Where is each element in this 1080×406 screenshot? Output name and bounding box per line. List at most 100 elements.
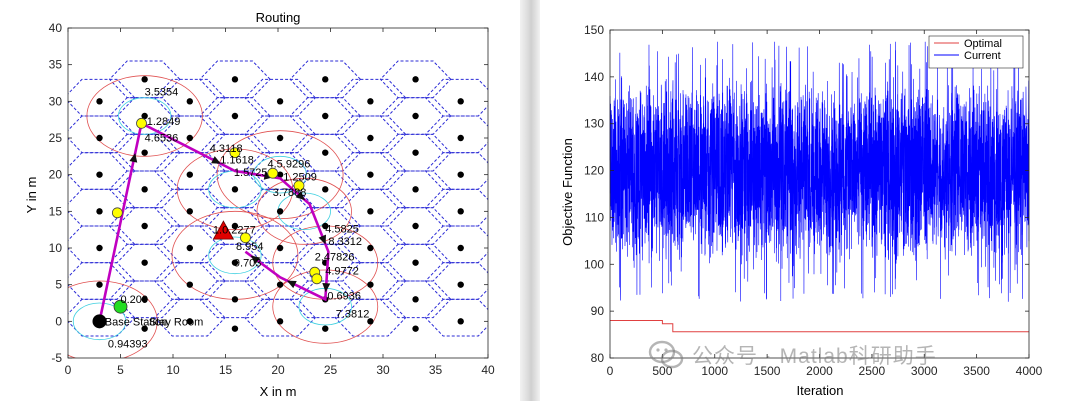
data-label: 4.6536 [145,133,179,145]
data-label: 1.0.2277 [213,224,256,236]
x-tick-label: 20 [271,363,285,377]
x-tick-label: 35 [429,363,443,377]
y-tick-label: 5 [55,278,62,292]
sensor-node [457,208,464,215]
x-tick-label: 2000 [806,364,833,378]
data-label: 4.3118 [210,143,243,155]
data-label: 4.9772 [325,265,359,277]
sensor-node [96,244,103,252]
sensor-node [231,112,239,120]
relay-node [113,299,128,314]
y-tick-label: 100 [584,257,604,271]
sensor-node [412,76,419,83]
data-label: 0.6936 [327,290,361,302]
data-label: 8.3312 [328,236,362,248]
sensor-node [186,208,193,215]
range-circle [68,280,158,358]
sensor-node [186,318,193,325]
hex-cell [334,298,407,337]
data-label: 0.94393 [108,339,148,351]
sensor-node [231,296,239,303]
hex-cell [68,225,136,264]
objective-plot-area: 0 500 1000 1500 2000 2500 3000 3500 4000 80 90 100 1… [584,23,1043,378]
x-tick-label: 1000 [701,364,728,378]
sensor-node [322,112,329,120]
sensor-node [276,244,284,252]
sensor-node [141,259,148,266]
sensor-node [457,244,464,252]
sensor-node [186,134,193,142]
data-label: 4.5.9296 [268,158,311,170]
hex-cell [379,60,452,99]
legend-label: Optimal [964,38,1002,50]
sensor-node [96,98,103,105]
sensing-circle [117,97,172,135]
sensor-node [412,325,419,332]
sensor-node [141,186,148,193]
sensor-node [412,149,419,156]
cluster-head [240,232,251,244]
range-circle [256,177,352,245]
y-tick-label: 120 [584,164,604,178]
routing-x-axis-label: X in m [260,384,297,399]
x-tick-label: 25 [324,363,338,377]
sensor-node [322,222,329,230]
hex-cell [153,298,226,337]
sensor-node [322,76,329,83]
x-tick-label: 4000 [1016,364,1043,378]
sensor-node [457,171,464,178]
sensor-node [231,76,239,83]
hex-cell [199,60,271,99]
data-label: 3.7888 [273,187,307,199]
x-tick-label: 15 [219,363,233,377]
y-tick-label: 40 [49,21,63,35]
sensor-node [412,186,419,193]
base-station-node [92,314,107,329]
data-label: 3.5354 [145,86,179,98]
data-label: Stay Room [149,317,203,329]
sensor-node [96,134,103,142]
y-tick-label: 80 [591,351,605,365]
sensor-node [412,112,419,120]
hex-cell [153,78,226,117]
sensor-node [412,259,419,266]
sensor-node [412,222,419,230]
objective-y-axis-label: Objective Function [560,138,575,246]
sensor-node [457,134,464,142]
hex-cell [108,60,181,99]
sensor-node [457,98,464,105]
y-tick-label: 15 [49,204,63,218]
route-arrow [129,153,138,163]
x-tick-label: 0 [65,363,72,377]
hex-cell [68,152,136,190]
sensor-node [231,186,239,193]
range-circle [272,269,379,344]
hex-cell [68,115,136,154]
sensor-node [367,281,374,288]
wechat-icon [648,340,684,369]
data-label: 7.3812 [336,309,370,321]
x-tick-label: 1500 [754,364,781,378]
data-label: 0.209 [121,294,149,306]
route-arrow [318,234,327,245]
x-tick-label: 0 [607,364,614,378]
watermark: 公众号 · Matlab科研助手 [648,338,937,372]
hex-cell [334,115,407,154]
hex-cell [334,78,407,117]
sensor-node [96,171,103,178]
hex-cell [244,78,316,117]
sensor-node [186,98,193,105]
sensor-node [276,281,284,288]
sensor-node [231,325,239,332]
hex-cell [424,115,488,154]
hex-cell [424,262,488,300]
x-tick-label: 5 [117,363,124,377]
data-label: 1.1618 [220,155,254,167]
data-label: 1.2509 [283,172,317,184]
y-tick-label: 130 [584,117,604,131]
sensor-node [457,281,464,288]
sensor-node [141,149,148,156]
routing-chart-panel: Routing X in m Y in m 3.5354 1.2849 4.6536… [0,0,520,401]
